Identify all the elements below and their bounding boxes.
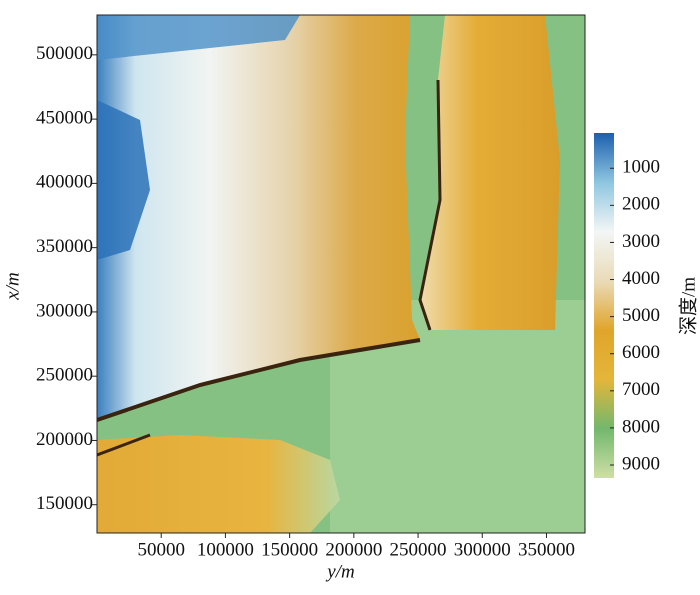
x-tick-label: 300000 [454,539,511,560]
escarpment [97,338,421,422]
colorbar-tick-label: 5000 [622,305,660,326]
colorbar-tick-label: 8000 [622,416,660,437]
ridge [420,15,560,330]
colorbar-tick-label: 3000 [622,231,660,252]
y-tick-label: 500000 [36,43,93,64]
x-tick-label: 150000 [261,539,318,560]
colorbar-tick-label: 1000 [622,157,660,178]
x-tick-label: 200000 [325,539,382,560]
x-tick-label: 100000 [197,539,254,560]
plateau [97,15,420,420]
x-axis-label: y/m [325,561,354,582]
y-axis-label: x/m [2,272,23,300]
colorbar [594,133,614,478]
escarpment [418,79,442,331]
basin-rim [97,435,340,533]
y-tick-label: 400000 [36,172,93,193]
colorbar-tick-label: 9000 [622,453,660,474]
x-tick-label: 50000 [137,539,185,560]
y-tick-label: 250000 [36,365,93,386]
colorbar-label: 深度/m [677,277,699,335]
colorbar-tick-label: 6000 [622,342,660,363]
y-tick-label: 350000 [36,236,93,257]
y-tick-label: 150000 [36,493,93,514]
map-layer [97,15,585,533]
colorbar-tick-label: 4000 [622,268,660,289]
y-tick-label: 300000 [36,300,93,321]
x-tick-label: 350000 [518,539,575,560]
y-tick-label: 450000 [36,107,93,128]
escarpment [97,433,151,457]
deep-area [97,15,300,60]
deep-area [97,100,150,260]
colorbar-tick-label: 2000 [622,194,660,215]
plot-frame [96,14,586,534]
x-tick-label: 250000 [390,539,447,560]
y-tick-label: 200000 [36,429,93,450]
colorbar-tick-label: 7000 [622,379,660,400]
